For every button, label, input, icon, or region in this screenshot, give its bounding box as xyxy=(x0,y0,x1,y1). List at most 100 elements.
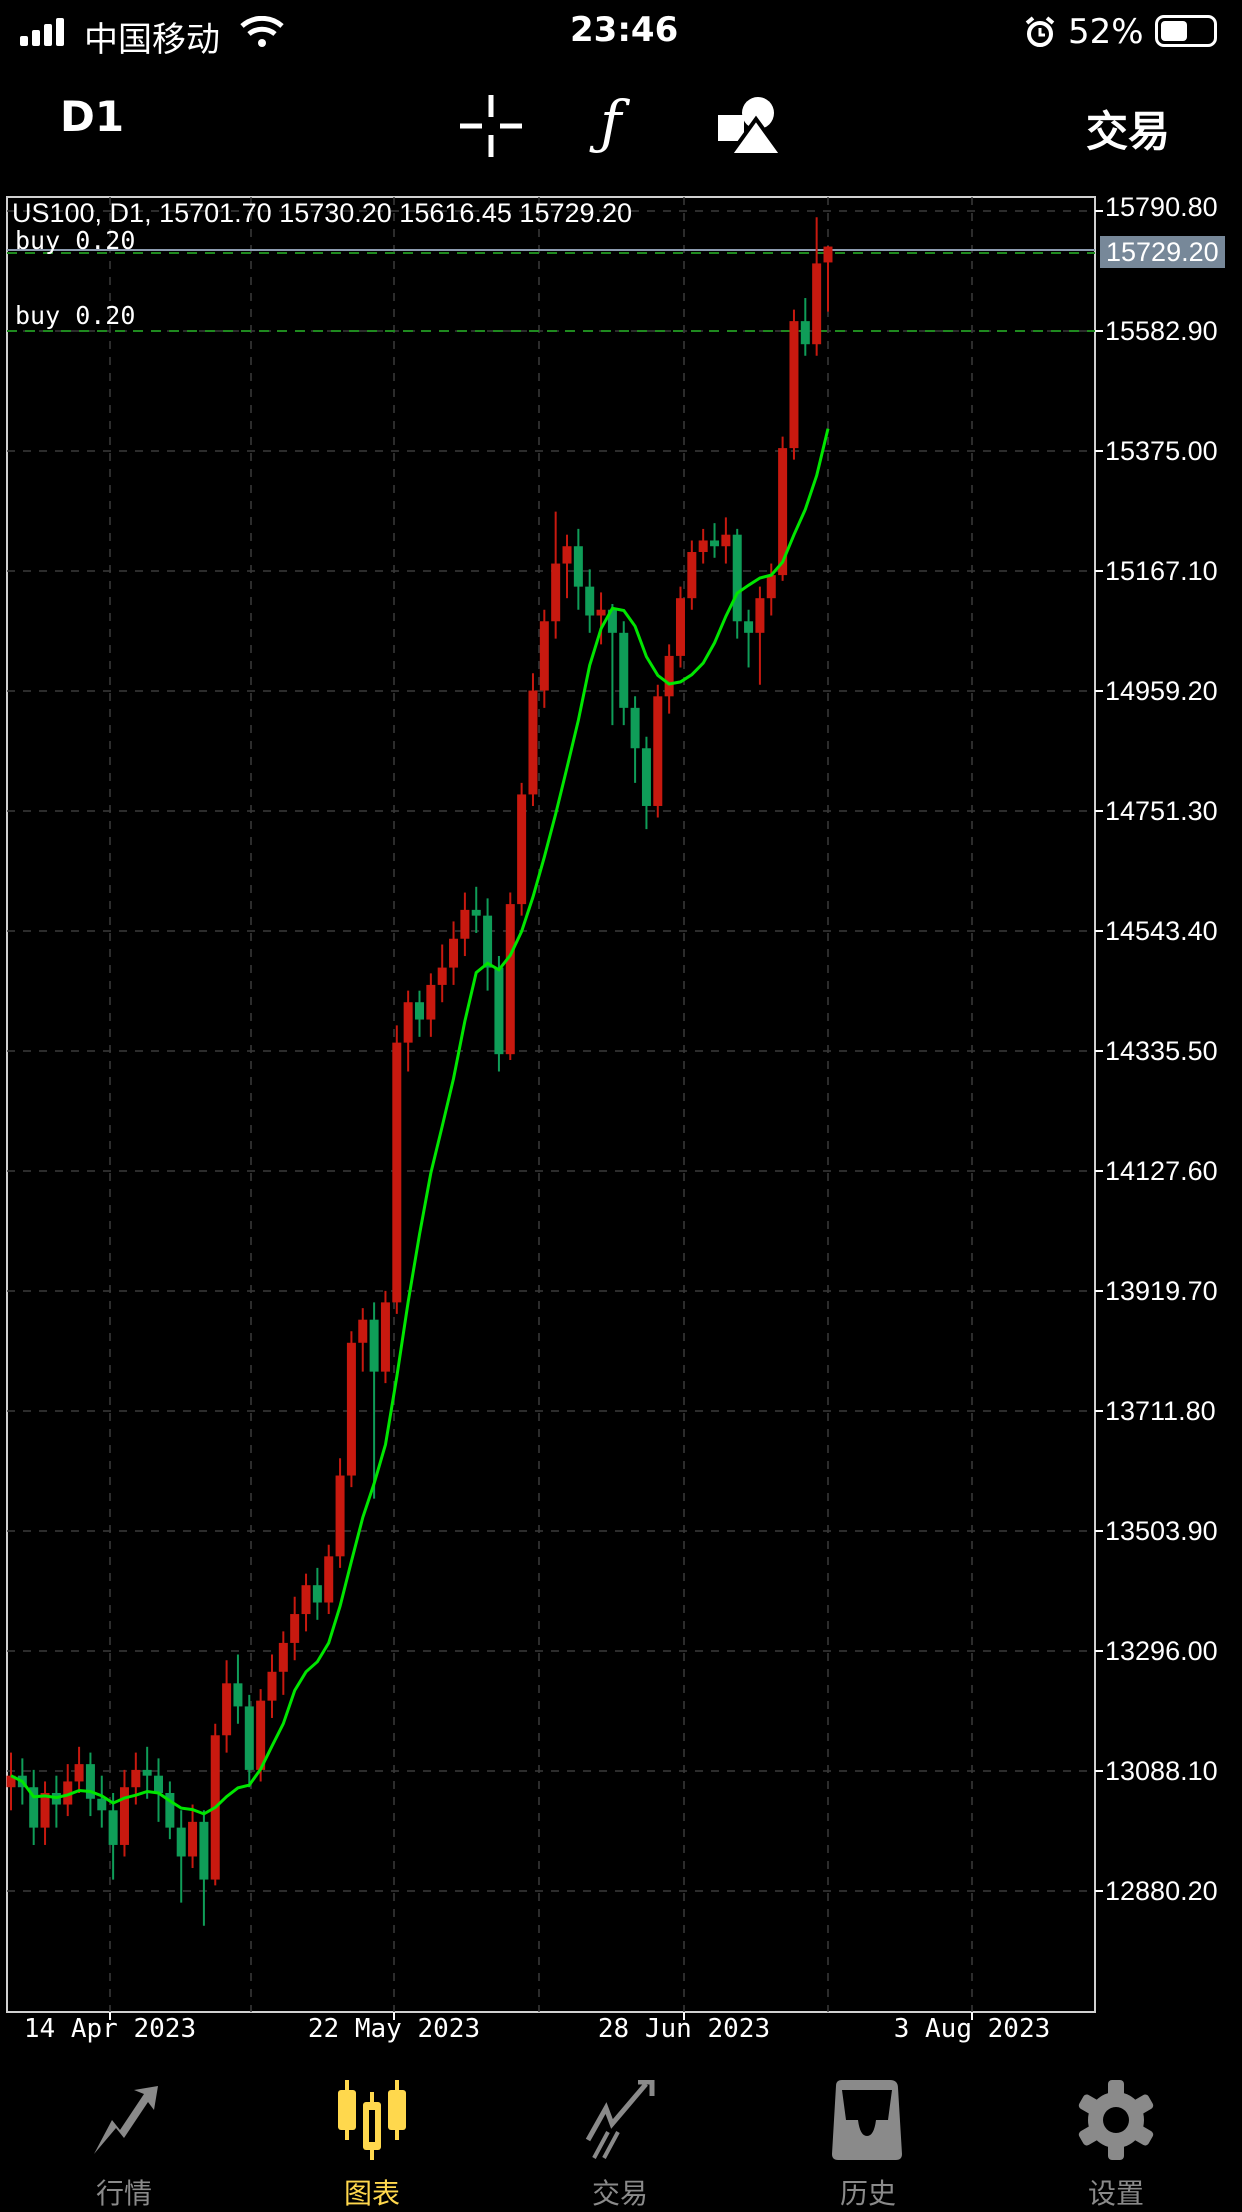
alarm-icon xyxy=(1025,16,1055,47)
date-axis-label: 28 Jun 2023 xyxy=(597,2014,771,2044)
current-price-label: 15729.20 xyxy=(1100,236,1225,268)
candle-down xyxy=(97,1798,107,1811)
candle-down xyxy=(710,540,720,547)
candle-down xyxy=(199,1821,209,1880)
candle-up xyxy=(346,1342,356,1476)
price-axis-label: 14127.60 xyxy=(1105,1156,1218,1186)
candle-down xyxy=(176,1827,186,1857)
candle-up xyxy=(505,904,515,1055)
candle-down xyxy=(312,1585,322,1603)
candle-up xyxy=(562,546,572,564)
price-axis-label: 14751.30 xyxy=(1105,796,1218,826)
nav-quotes[interactable]: 行情 xyxy=(24,2080,224,2212)
candle-down xyxy=(233,1683,243,1707)
candle-down xyxy=(471,909,481,916)
candlestick-chart-icon xyxy=(338,2080,406,2164)
candle-down xyxy=(165,1792,175,1828)
price-axis-label: 13919.70 xyxy=(1105,1276,1218,1306)
candle-up xyxy=(721,534,731,547)
candle-up xyxy=(449,938,459,968)
candle-down xyxy=(154,1775,164,1793)
candle-up xyxy=(324,1556,334,1603)
candle-up xyxy=(687,552,697,599)
price-chart[interactable] xyxy=(0,0,1242,2060)
candle-down xyxy=(142,1769,152,1776)
candle-up xyxy=(596,609,606,616)
candle-down xyxy=(415,1002,424,1020)
battery-percent: 52% xyxy=(1068,12,1144,52)
nav-label: 设置 xyxy=(1087,2177,1144,2210)
candle-up xyxy=(222,1683,232,1736)
candle-up xyxy=(278,1642,288,1672)
price-axis-label: 15582.90 xyxy=(1105,316,1218,346)
candle-up xyxy=(823,246,833,263)
date-axis-label: 22 May 2023 xyxy=(307,2014,481,2044)
battery-icon xyxy=(1155,15,1217,47)
candle-up xyxy=(358,1319,368,1343)
candle-up xyxy=(119,1787,129,1845)
status-bar: 中国移动 23:46 52% xyxy=(0,0,1242,64)
crosshair-icon[interactable] xyxy=(460,95,522,157)
candle-down xyxy=(607,609,617,633)
candle-up xyxy=(551,563,561,622)
candle-up xyxy=(778,448,788,576)
candle-down xyxy=(85,1764,95,1799)
candle-up xyxy=(539,621,549,691)
candle-up xyxy=(426,984,436,1020)
clock: 23:46 xyxy=(570,10,679,50)
nav-label: 行情 xyxy=(95,2177,152,2210)
trade-button[interactable]: 交易 xyxy=(1086,107,1171,156)
price-axis-label: 12880.20 xyxy=(1105,1876,1218,1906)
candle-up xyxy=(698,540,708,553)
date-axis-label: 3 Aug 2023 xyxy=(893,2014,1051,2044)
moving-average-line xyxy=(10,428,830,1816)
candle-down xyxy=(29,1787,39,1828)
candle-down xyxy=(630,707,640,749)
order-label-2: buy 0.20 xyxy=(15,301,136,330)
candle-down xyxy=(744,621,754,633)
candle-up xyxy=(675,598,685,656)
candle-up xyxy=(6,1775,16,1788)
candle-down xyxy=(800,321,810,345)
candle-up xyxy=(188,1821,198,1857)
candle-up xyxy=(437,967,447,985)
candle-up xyxy=(267,1671,277,1701)
candle-up xyxy=(392,1042,402,1303)
candle-up xyxy=(290,1614,300,1643)
nav-label: 图表 xyxy=(343,2177,400,2210)
quotes-arrows-icon xyxy=(94,2086,158,2154)
objects-icon[interactable] xyxy=(718,95,782,155)
candle-up xyxy=(789,321,799,449)
candle-up xyxy=(131,1769,141,1788)
nav-history[interactable]: 历史 xyxy=(768,2080,968,2212)
candle-up xyxy=(40,1792,50,1828)
candle-up xyxy=(653,696,663,806)
candle-up xyxy=(380,1302,390,1372)
candle-down xyxy=(619,632,629,708)
candle-down xyxy=(573,546,583,587)
candle-down xyxy=(244,1706,254,1770)
nav-settings[interactable]: 设置 xyxy=(1016,2080,1216,2212)
trade-trend-icon xyxy=(585,2079,655,2159)
price-axis-label: 14335.50 xyxy=(1105,1036,1218,1066)
candle-up xyxy=(256,1700,266,1770)
candle-up xyxy=(335,1475,345,1557)
candle-up xyxy=(812,263,822,345)
candle-up xyxy=(517,794,527,905)
nav-chart[interactable]: 图表 xyxy=(272,2080,472,2212)
candle-down xyxy=(483,915,493,968)
candle-up xyxy=(301,1585,311,1615)
signal-icon xyxy=(20,18,64,46)
nav-label: 历史 xyxy=(839,2177,896,2210)
price-axis-label: 15375.00 xyxy=(1105,436,1218,466)
candle-up xyxy=(403,1002,413,1043)
price-axis-label: 13296.00 xyxy=(1105,1636,1218,1666)
timeframe-button[interactable]: D1 xyxy=(60,92,125,141)
candle-down xyxy=(108,1810,118,1845)
candle-up xyxy=(664,655,674,697)
price-axis-label: 13503.90 xyxy=(1105,1516,1218,1546)
candle-up xyxy=(766,575,776,599)
candle-down xyxy=(641,748,651,806)
function-icon[interactable]: ƒ xyxy=(600,88,622,156)
nav-trade[interactable]: 交易 xyxy=(520,2079,720,2212)
